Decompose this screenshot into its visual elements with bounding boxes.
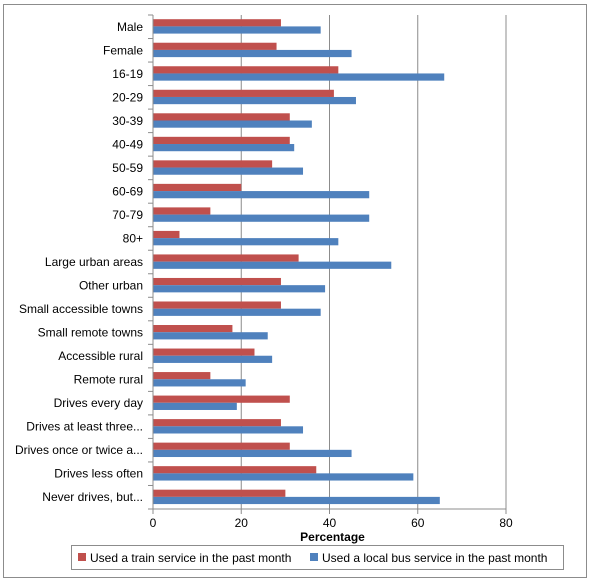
bar-train-12 [153,301,281,309]
bar-bus-13 [153,332,268,340]
category-label: Female [103,43,143,57]
category-label: Accessible rural [58,349,143,363]
x-tick-label: 0 [150,516,157,530]
category-label: 80+ [123,231,143,245]
category-labels: Male Female 16-19 20-29 30-39 40-49 50-59 60-69… [15,20,143,504]
bar-train-9 [153,230,180,239]
category-label: 50-59 [112,161,143,175]
bar-train-14 [153,348,255,356]
category-label: Male [117,20,143,34]
category-label: Never drives, but... [42,490,143,504]
bars [153,19,445,505]
bar-train-3 [153,89,334,97]
x-tick-label: 60 [411,516,425,530]
category-label: Small remote towns [38,326,143,340]
bar-train-20 [153,489,286,497]
category-label: 30-39 [112,114,143,128]
legend-label-train: Used a train service in the past month [90,551,291,565]
legend: Used a train service in the past month U… [71,545,564,570]
bar-train-17 [153,419,281,427]
bar-bus-8 [153,214,370,222]
bar-train-15 [153,372,211,380]
bar-bus-14 [153,355,273,363]
bar-bus-18 [153,449,352,458]
bar-chart: Male Female 16-19 20-29 30-39 40-49 50-59 60-69… [15,14,564,570]
bar-train-13 [153,325,233,333]
bar-bus-17 [153,426,304,434]
bar-train-16 [153,395,290,403]
bar-bus-2 [153,73,445,81]
bar-train-5 [153,136,290,145]
legend-swatch-train [78,553,86,561]
category-label: 16-19 [112,67,143,81]
bar-bus-19 [153,473,414,481]
x-tick-label: 80 [499,516,513,530]
category-label: Large urban areas [45,255,143,269]
category-label: 40-49 [112,137,143,151]
bar-bus-3 [153,96,356,105]
bar-train-4 [153,113,290,121]
bar-bus-6 [153,167,304,175]
bar-train-11 [153,277,281,286]
bar-train-2 [153,66,339,74]
legend-label-bus: Used a local bus service in the past mon… [322,551,547,565]
bar-bus-15 [153,379,246,387]
bar-bus-1 [153,49,352,58]
bar-bus-12 [153,308,321,316]
legend-swatch-bus [310,553,318,561]
chart-frame: Male Female 16-19 20-29 30-39 40-49 50-59 60-69… [3,4,587,578]
bar-bus-4 [153,120,312,128]
category-label: Small accessible towns [19,302,143,316]
bar-bus-0 [153,26,321,34]
bar-bus-9 [153,238,339,246]
x-axis-title: Percentage [300,530,365,544]
x-tick-label: 20 [235,516,249,530]
bar-bus-7 [153,191,370,199]
bar-train-19 [153,466,317,474]
bar-train-10 [153,254,299,262]
category-label: 70-79 [112,208,143,222]
bar-train-18 [153,442,290,450]
bar-bus-5 [153,144,295,152]
bar-bus-16 [153,402,237,410]
category-label: Other urban [79,279,143,293]
category-label: Drives less often [54,467,143,481]
bar-bus-11 [153,285,326,293]
category-label: Drives once or twice a... [15,443,143,457]
bar-train-0 [153,19,281,27]
x-tick-labels: 0 20 40 60 80 [150,516,513,530]
category-label: Remote rural [74,373,143,387]
bar-train-6 [153,160,273,168]
bar-train-1 [153,42,277,50]
bar-bus-10 [153,261,392,269]
bar-train-7 [153,183,242,192]
bar-bus-20 [153,496,440,505]
category-label: 60-69 [112,184,143,198]
category-label: Drives at least three... [26,420,143,434]
category-label: 20-29 [112,90,143,104]
bar-train-8 [153,207,211,215]
x-tick-label: 40 [323,516,337,530]
axes [148,14,507,514]
category-label: Drives every day [54,396,143,410]
